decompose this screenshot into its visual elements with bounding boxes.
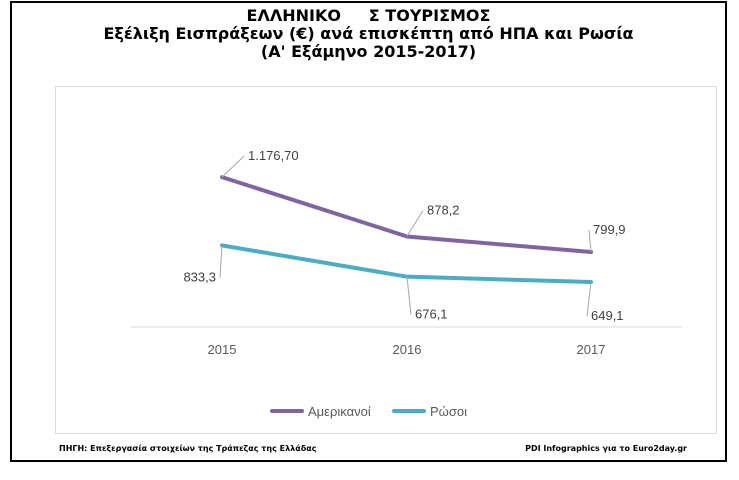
data-label: 649,1 xyxy=(591,308,624,323)
x-tick-label: 2017 xyxy=(577,342,606,357)
data-label-leader xyxy=(586,281,592,317)
data-label: 833,3 xyxy=(183,269,216,284)
title-line-1: ΕΛΛΗΝΙΚΟ Σ ΤΟΥΡΙΣΜΟΣ xyxy=(246,6,491,25)
data-label: 1.176,70 xyxy=(248,148,299,163)
infographic-frame: ΕΛΛΗΝΙΚΟ Σ ΤΟΥΡΙΣΜΟΣ Εξέλιξη Εισπράξεων … xyxy=(10,1,727,462)
data-label: 878,2 xyxy=(427,202,460,217)
plot-area xyxy=(55,86,717,434)
data-label-leader xyxy=(406,210,424,237)
source-note: ΠΗΓΗ: Επεξεργασία στοιχείων της Τράπεζας… xyxy=(59,444,317,453)
chart-title: ΕΛΛΗΝΙΚΟ Σ ΤΟΥΡΙΣΜΟΣ Εξέλιξη Εισπράξεων … xyxy=(12,7,725,61)
x-tick-label: 2015 xyxy=(208,342,237,357)
data-label: 676,1 xyxy=(415,307,448,322)
x-tick-label: 2016 xyxy=(393,342,422,357)
data-label: 799,9 xyxy=(593,222,626,237)
legend-label: Αμερικανοί xyxy=(308,404,371,419)
data-label-leader xyxy=(406,276,412,315)
series-line xyxy=(220,175,593,255)
data-label-leader xyxy=(219,245,223,278)
data-label-leader xyxy=(221,155,245,178)
credit-note: PDI Infographics για το Euro2day.gr xyxy=(525,444,687,453)
series-line xyxy=(220,243,593,285)
title-line-3: (Α' Εξάμηνο 2015-2017) xyxy=(260,42,477,61)
title-line-2: Εξέλιξη Εισπράξεων (€) ανά επισκέπτη από… xyxy=(103,24,634,43)
legend-label: Ρώσοι xyxy=(430,404,467,419)
data-label-leader xyxy=(588,230,592,253)
